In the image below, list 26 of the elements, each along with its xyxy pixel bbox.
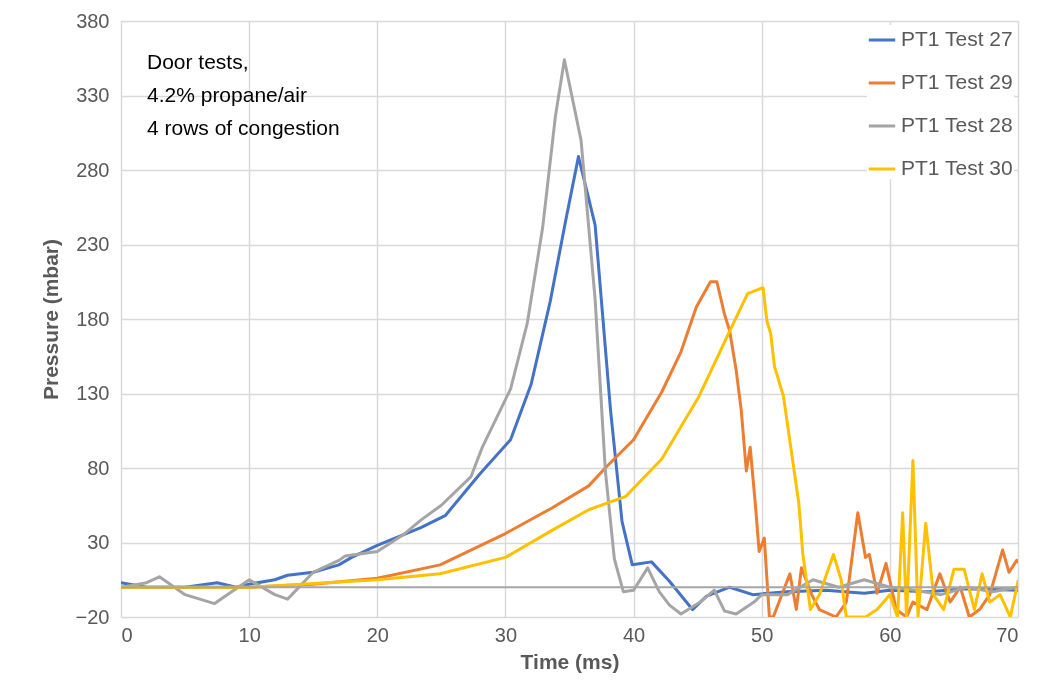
legend-label: PT1 Test 27 — [901, 27, 1013, 50]
y-tick-label: 330 — [76, 84, 110, 106]
x-tick-label: 70 — [996, 623, 1019, 646]
y-tick-label: 380 — [76, 9, 110, 32]
y-tick-label: 130 — [76, 382, 110, 404]
y-tick-label: 280 — [76, 158, 110, 181]
y-tick-label: 180 — [76, 307, 110, 330]
x-tick-label: 40 — [622, 623, 646, 646]
y-tick-label: −20 — [75, 605, 110, 628]
x-tick-label: 10 — [238, 623, 261, 646]
annotation: 4.2% propane/air — [147, 83, 307, 106]
x-tick-label: 20 — [366, 623, 389, 646]
annotation: Door tests, — [147, 50, 249, 73]
legend-label: PT1 Test 30 — [901, 156, 1013, 179]
x-axis-title: Time (ms) — [520, 649, 620, 673]
y-tick-label: 30 — [87, 531, 110, 553]
x-tick-label: 50 — [751, 623, 774, 646]
x-tick-label: 0 — [121, 623, 133, 646]
annotation: 4 rows of congestion — [147, 116, 340, 139]
legend-label: PT1 Test 28 — [901, 113, 1013, 136]
x-tick-label: 30 — [494, 623, 518, 646]
x-tick-label: 60 — [879, 623, 902, 646]
y-tick-label: 80 — [87, 456, 110, 479]
y-axis-title: Pressure (mbar) — [38, 238, 62, 401]
legend-label: PT1 Test 29 — [901, 70, 1013, 93]
y-tick-label: 230 — [76, 233, 110, 255]
